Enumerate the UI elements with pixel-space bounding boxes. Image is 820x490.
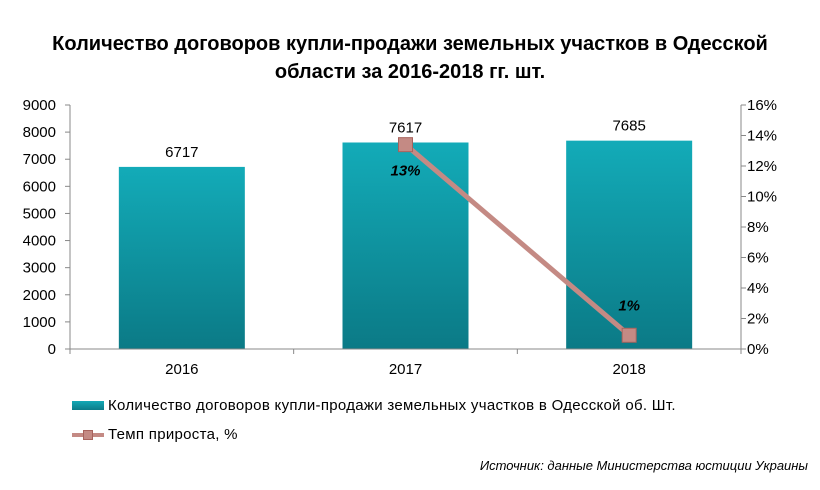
growth-rate-line xyxy=(403,142,631,338)
legend-bar-swatch xyxy=(72,401,104,410)
bar-value-label: 6717 xyxy=(165,144,198,161)
legend-item-line: Темп прироста, % xyxy=(72,426,238,443)
y-right-tick-label: 4% xyxy=(747,280,769,297)
y-left-tick-label: 9000 xyxy=(23,97,56,114)
y-right-tick-label: 16% xyxy=(747,97,777,114)
x-tick-label: 2018 xyxy=(612,361,645,378)
y-right-tick-label: 8% xyxy=(747,219,769,236)
chart-title: Количество договоров купли-продажи земел… xyxy=(0,30,820,86)
growth-rate-label: 1% xyxy=(618,297,640,314)
y-left-tick-label: 0 xyxy=(48,341,56,358)
y-right-tick-label: 10% xyxy=(747,189,777,206)
growth-rate-marker xyxy=(621,327,637,343)
bar-2016 xyxy=(118,166,245,349)
y-right-tick-label: 12% xyxy=(747,158,777,175)
legend-item-bars: Количество договоров купли-продажи земел… xyxy=(72,397,676,414)
chart-title-line-2: области за 2016-2018 гг. шт. xyxy=(274,61,546,83)
y-left-tick-label: 7000 xyxy=(23,151,56,168)
bar-value-label: 7685 xyxy=(612,118,645,135)
growth-rate-label: 13% xyxy=(390,163,420,180)
bar-2018 xyxy=(566,140,693,349)
chart-title-line-1: Количество договоров купли-продажи земел… xyxy=(52,33,768,55)
y-right-tick-label: 14% xyxy=(747,128,777,145)
y-left-tick-label: 5000 xyxy=(23,205,56,222)
legend-line-swatch xyxy=(72,429,104,441)
source-note: Источник: данные Министерства юстиции Ук… xyxy=(479,458,808,473)
legend-label-bars: Количество договоров купли-продажи земел… xyxy=(108,397,676,414)
x-tick-label: 2016 xyxy=(165,361,198,378)
y-left-tick-label: 2000 xyxy=(23,287,56,304)
y-left-tick-label: 6000 xyxy=(23,178,56,195)
y-left-tick-label: 3000 xyxy=(23,260,56,277)
x-tick-label: 2017 xyxy=(389,361,422,378)
y-right-tick-label: 2% xyxy=(747,311,769,328)
legend-label-line: Темп прироста, % xyxy=(108,426,238,443)
bar-2017 xyxy=(342,142,469,349)
chart-plot: 6717 7617 7685 0 1000 2000 3000 4000 5000 6000 700… xyxy=(23,97,777,378)
y-left-tick-label: 4000 xyxy=(23,233,56,250)
growth-rate-marker xyxy=(398,137,413,153)
y-left-tick-label: 1000 xyxy=(23,314,56,331)
bar-value-label: 7617 xyxy=(389,119,422,136)
y-right-tick-label: 0% xyxy=(747,341,769,358)
y-left-tick-label: 8000 xyxy=(23,124,56,141)
y-right-tick-label: 6% xyxy=(747,250,769,267)
